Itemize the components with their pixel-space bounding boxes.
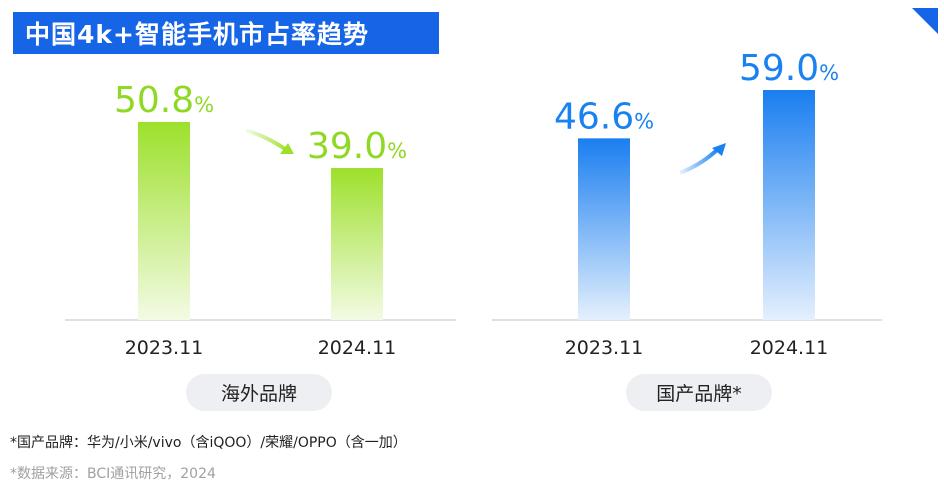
value-label-1-0: 46.6% [554,96,654,137]
bar-0-0 [138,121,190,321]
group-label-domestic: 国产品牌* [626,374,772,411]
x-tick-label-0-1: 2024.11 [318,337,397,359]
bar-1-1 [763,90,815,320]
x-tick-label-0-0: 2023.11 [125,337,204,359]
trend-up-arrow-icon [680,143,726,174]
trend-down-arrow-icon [246,129,294,154]
bar-0-1 [331,167,383,320]
group-label-overseas: 海外品牌 [186,374,332,411]
value-label-0-0: 50.8% [114,80,214,121]
value-label-0-1: 39.0% [307,126,407,167]
footnote-source: *数据来源：BCI通讯研究，2024 [10,466,216,482]
chart-title: 中国4k+智能手机市占率趋势 [13,12,439,54]
bar-1-0 [578,138,630,320]
footnote-brands: *国产品牌：华为/小米/vivo（含iQOO）/荣耀/OPPO（含一加） [10,435,407,451]
x-tick-label-1-0: 2023.11 [565,337,644,359]
value-label-1-1: 59.0% [739,48,839,89]
corner-flag-icon [912,8,938,34]
x-tick-label-1-1: 2024.11 [750,337,829,359]
